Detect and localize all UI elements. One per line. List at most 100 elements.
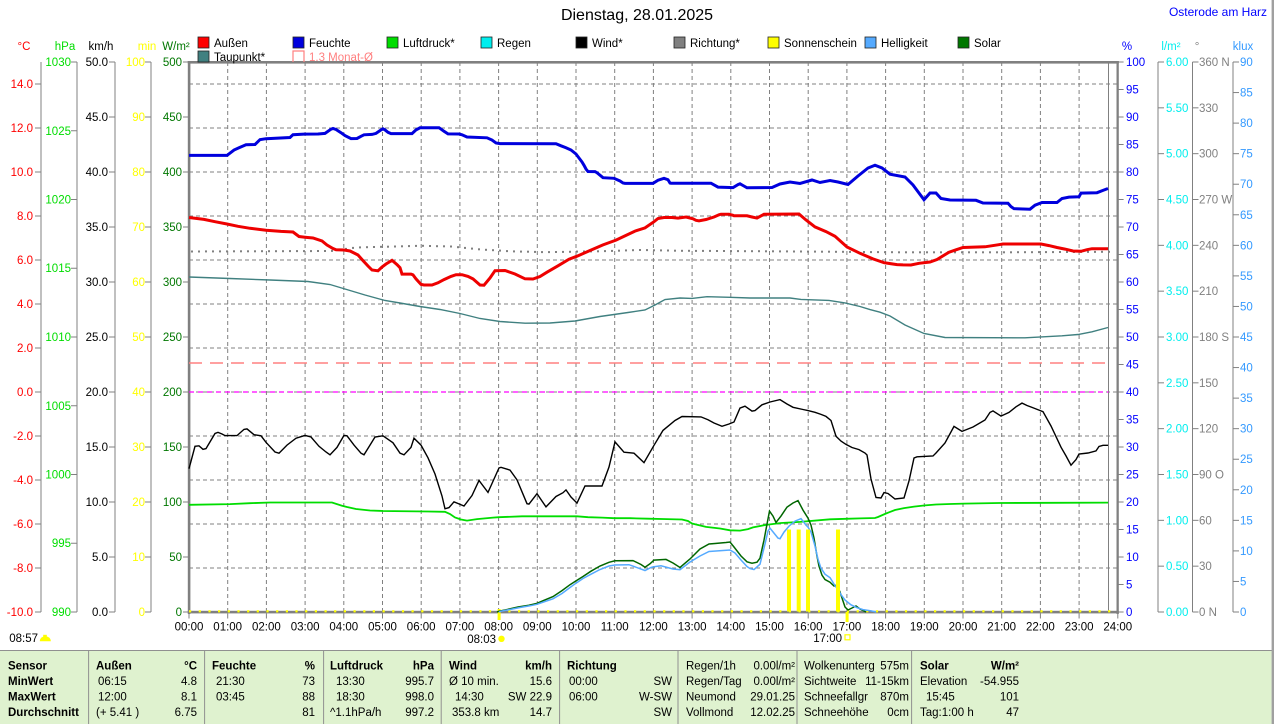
svg-text:20.0: 20.0 xyxy=(86,387,108,399)
svg-text:85: 85 xyxy=(1126,140,1139,152)
svg-text:40: 40 xyxy=(1126,387,1139,399)
svg-text:55: 55 xyxy=(1126,305,1139,317)
svg-text:6.00: 6.00 xyxy=(1166,57,1188,69)
svg-text:997.2: 997.2 xyxy=(405,707,434,719)
svg-text:10: 10 xyxy=(1126,552,1139,564)
svg-text:90: 90 xyxy=(132,112,145,124)
svg-text:75: 75 xyxy=(1240,149,1253,161)
svg-text:1010: 1010 xyxy=(45,332,71,344)
svg-text:Elevation: Elevation xyxy=(920,676,967,688)
svg-text:995: 995 xyxy=(52,538,71,550)
svg-text:22:00: 22:00 xyxy=(1026,622,1055,634)
svg-text:5: 5 xyxy=(1240,577,1246,589)
svg-text:20: 20 xyxy=(1240,485,1253,497)
svg-text:Osterode am Harz: Osterode am Harz xyxy=(1169,5,1267,19)
svg-text:Tag:1:00 h: Tag:1:00 h xyxy=(920,707,974,719)
svg-text:12:00: 12:00 xyxy=(639,622,668,634)
svg-text:20:00: 20:00 xyxy=(949,622,978,634)
svg-text:70: 70 xyxy=(132,222,145,234)
svg-text:-2.0: -2.0 xyxy=(13,431,33,443)
svg-text:°C: °C xyxy=(184,661,197,673)
svg-text:Wolkenunterg: Wolkenunterg xyxy=(804,661,875,673)
svg-text:47: 47 xyxy=(1006,707,1019,719)
svg-text:23:00: 23:00 xyxy=(1065,622,1094,634)
svg-text:18:30: 18:30 xyxy=(336,692,365,704)
svg-text:20: 20 xyxy=(132,497,145,509)
svg-text:95: 95 xyxy=(1126,85,1139,97)
svg-text:4.0: 4.0 xyxy=(17,299,33,311)
svg-text:-8.0: -8.0 xyxy=(13,563,33,575)
svg-text:30: 30 xyxy=(1240,424,1253,436)
svg-text:Feuchte: Feuchte xyxy=(309,38,351,50)
svg-text:40.0: 40.0 xyxy=(86,167,108,179)
svg-text:100: 100 xyxy=(163,497,182,509)
svg-text:80: 80 xyxy=(132,167,145,179)
svg-text:60: 60 xyxy=(1126,277,1139,289)
svg-text:85: 85 xyxy=(1240,88,1253,100)
svg-text:35: 35 xyxy=(1240,393,1253,405)
svg-text:90: 90 xyxy=(1126,112,1139,124)
svg-text:6.0: 6.0 xyxy=(17,255,33,267)
svg-text:Helligkeit: Helligkeit xyxy=(881,38,928,50)
svg-text:73: 73 xyxy=(302,676,315,688)
svg-text:30.0: 30.0 xyxy=(86,277,108,289)
svg-text:(+ 5.41 ): (+ 5.41 ) xyxy=(96,707,139,719)
svg-text:25: 25 xyxy=(1240,454,1253,466)
svg-text:06:00: 06:00 xyxy=(569,692,598,704)
svg-text:0.50: 0.50 xyxy=(1166,561,1188,573)
svg-text:%: % xyxy=(1122,41,1132,53)
svg-text:55: 55 xyxy=(1240,271,1253,283)
svg-text:50: 50 xyxy=(1126,332,1139,344)
svg-text:06:15: 06:15 xyxy=(98,676,127,688)
svg-text:70: 70 xyxy=(1240,179,1253,191)
svg-text:10: 10 xyxy=(132,552,145,564)
svg-text:-6.0: -6.0 xyxy=(13,519,33,531)
svg-text:6.75: 6.75 xyxy=(175,707,197,719)
svg-text:MinWert: MinWert xyxy=(8,676,53,688)
svg-text:14.7: 14.7 xyxy=(530,707,552,719)
svg-text:Ø 10 min.: Ø 10 min. xyxy=(449,676,499,688)
svg-text:1030: 1030 xyxy=(45,57,71,69)
svg-text:08:00: 08:00 xyxy=(484,622,513,634)
svg-text:17:00: 17:00 xyxy=(813,633,842,645)
svg-text:15.0: 15.0 xyxy=(86,442,108,454)
svg-text:250: 250 xyxy=(163,332,182,344)
svg-text:-10.0: -10.0 xyxy=(7,607,33,619)
svg-text:15:45: 15:45 xyxy=(926,692,955,704)
svg-text:450: 450 xyxy=(163,112,182,124)
svg-text:50: 50 xyxy=(169,552,182,564)
svg-text:Wind: Wind xyxy=(449,661,477,673)
svg-text:14.0: 14.0 xyxy=(11,79,33,91)
svg-text:Richtung: Richtung xyxy=(567,661,617,673)
svg-text:21:00: 21:00 xyxy=(987,622,1016,634)
svg-text:2.00: 2.00 xyxy=(1166,424,1188,436)
svg-text:2.0: 2.0 xyxy=(17,343,33,355)
svg-text:1015: 1015 xyxy=(45,263,71,275)
svg-text:00:00: 00:00 xyxy=(569,676,598,688)
svg-text:80: 80 xyxy=(1126,167,1139,179)
svg-text:06:00: 06:00 xyxy=(407,622,436,634)
svg-text:08:57: 08:57 xyxy=(9,633,38,645)
svg-text:Sichtweite: Sichtweite xyxy=(804,676,856,688)
svg-text:90 O: 90 O xyxy=(1199,470,1224,482)
svg-text:02:00: 02:00 xyxy=(252,622,281,634)
svg-text:5.00: 5.00 xyxy=(1166,149,1188,161)
svg-text:4.00: 4.00 xyxy=(1166,240,1188,252)
svg-text:13:00: 13:00 xyxy=(678,622,707,634)
svg-text:Regen/1h: Regen/1h xyxy=(686,661,736,673)
svg-text:l/m²: l/m² xyxy=(1161,41,1180,53)
svg-text:75: 75 xyxy=(1126,195,1139,207)
svg-text:Schneefallgr: Schneefallgr xyxy=(804,692,868,704)
svg-text:0.00l/m²: 0.00l/m² xyxy=(753,661,795,673)
svg-text:3.50: 3.50 xyxy=(1166,286,1188,298)
svg-text:Sensor: Sensor xyxy=(8,661,48,673)
svg-text:101: 101 xyxy=(1000,692,1019,704)
svg-text:14:30: 14:30 xyxy=(455,692,484,704)
svg-text:W-SW: W-SW xyxy=(639,692,672,704)
svg-text:15: 15 xyxy=(1126,525,1139,537)
svg-text:1.00: 1.00 xyxy=(1166,515,1188,527)
svg-text:Taupunkt*: Taupunkt* xyxy=(214,52,266,64)
svg-text:km/h: km/h xyxy=(525,661,552,673)
svg-text:Schneehöhe: Schneehöhe xyxy=(804,707,869,719)
svg-text:0: 0 xyxy=(176,607,182,619)
